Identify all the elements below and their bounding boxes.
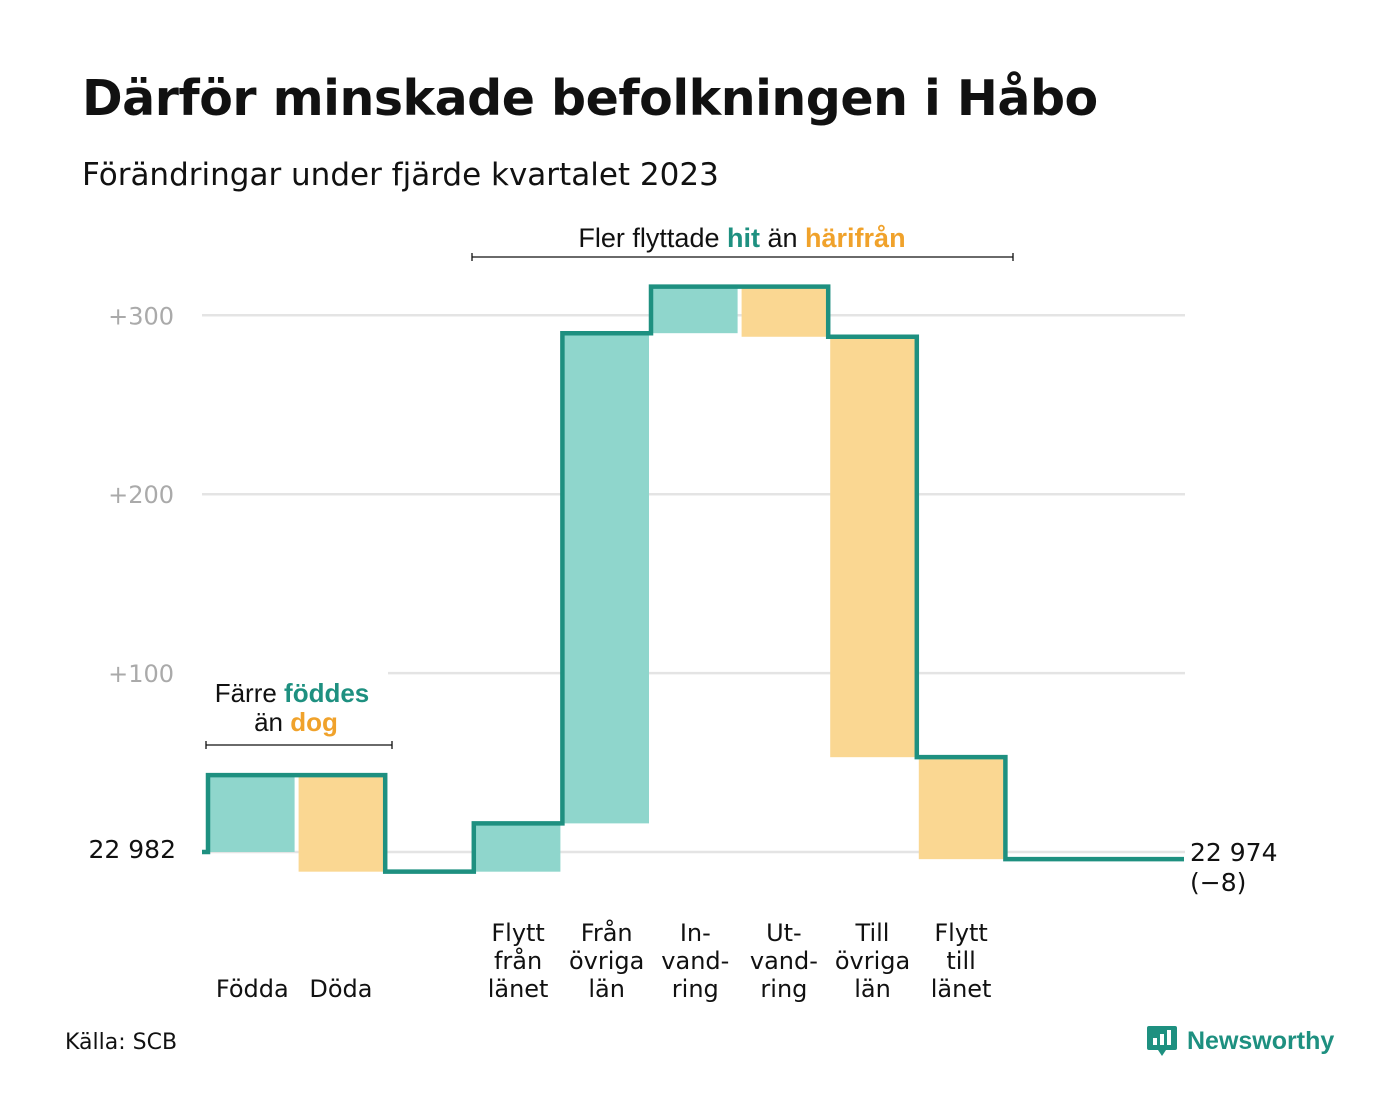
outflow-bar (298, 775, 384, 872)
moves-annotation: Fler flyttade hit än härifrån (578, 223, 905, 253)
end-change-label: (−8) (1190, 868, 1246, 897)
y-tick-label: +100 (108, 660, 174, 688)
brand-logo: Newsworthy (1146, 1024, 1334, 1058)
inflow-bar (564, 333, 649, 824)
category-label: Födda (216, 975, 289, 1003)
y-tick-label: +300 (108, 302, 174, 330)
category-label: län (854, 975, 891, 1003)
bars (210, 286, 1004, 872)
births-annotation-line1: Färre föddes (215, 678, 370, 708)
outflow-bar (741, 286, 827, 337)
gridlines (202, 314, 1185, 854)
category-label: övriga (835, 947, 910, 975)
births-annotation-line2: än dog (254, 707, 338, 737)
inflow-bar (475, 823, 561, 872)
category-label: Flytt (934, 919, 988, 947)
inflow-bar (653, 286, 738, 334)
category-label: till (946, 947, 975, 975)
category-label: ring (672, 975, 719, 1003)
category-label: från (494, 946, 542, 975)
births-bracket (205, 741, 393, 749)
category-label: ring (760, 975, 807, 1003)
chart-subtitle: Förändringar under fjärde kvartalet 2023 (82, 157, 719, 193)
step-line-layer (202, 284, 1184, 874)
category-label: In- (680, 919, 711, 947)
category-label: vand- (750, 947, 818, 975)
category-label: Från (581, 918, 633, 947)
category-label: Döda (309, 975, 372, 1003)
brand-name: Newsworthy (1187, 1026, 1335, 1055)
source-note: Källa: SCB (65, 1030, 178, 1055)
category-label: Ut- (766, 919, 802, 947)
category-label: övriga (569, 947, 644, 975)
step-line (202, 284, 1184, 874)
category-label: Flytt (491, 919, 545, 947)
bar-chart-speech-bubble-icon (1147, 1026, 1177, 1056)
category-label: länet (931, 975, 992, 1003)
category-label: vand- (661, 947, 729, 975)
category-label: län (588, 975, 625, 1003)
outflow-bar (830, 336, 915, 758)
moves-bracket (471, 253, 1014, 261)
outflow-bar (918, 757, 1004, 860)
start-value-label: 22 982 (89, 835, 176, 864)
end-value-label: 22 974 (1190, 838, 1277, 867)
y-tick-label: +200 (108, 481, 174, 509)
chart-title: Därför minskade befolkningen i Håbo (82, 70, 1098, 127)
category-label: länet (488, 975, 549, 1003)
inflow-bar (210, 775, 295, 852)
category-label: Till (855, 919, 890, 947)
annotation-backdrop (202, 668, 388, 740)
